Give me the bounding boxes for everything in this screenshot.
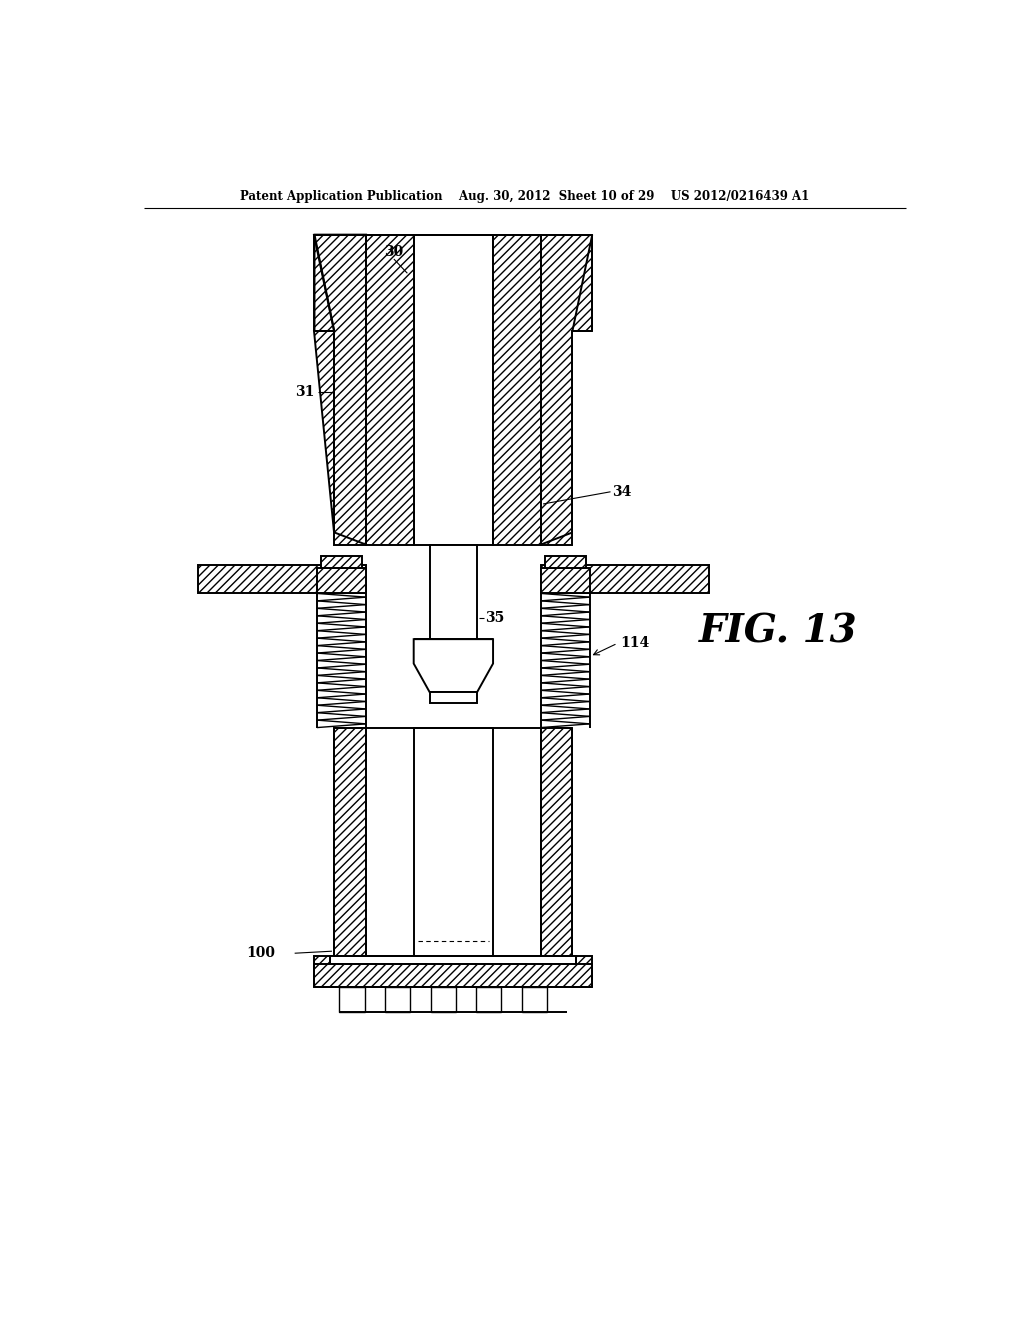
Polygon shape: [314, 235, 367, 545]
Polygon shape: [541, 727, 572, 956]
Text: 34: 34: [612, 484, 632, 499]
Bar: [430, 692, 477, 704]
Text: 114: 114: [620, 636, 649, 651]
Polygon shape: [198, 565, 367, 594]
Bar: [431, 987, 456, 1012]
Polygon shape: [367, 235, 414, 545]
Bar: [340, 987, 365, 1012]
Bar: [331, 956, 577, 965]
Text: 31: 31: [295, 385, 314, 399]
Bar: [476, 987, 501, 1012]
Polygon shape: [314, 331, 334, 532]
Text: 111: 111: [455, 822, 484, 837]
Polygon shape: [541, 565, 709, 594]
Text: 113: 113: [238, 578, 267, 593]
Polygon shape: [541, 568, 590, 594]
Text: 30: 30: [384, 246, 403, 259]
Text: FIG. 13: FIG. 13: [699, 612, 858, 649]
Polygon shape: [314, 235, 367, 545]
Text: 100: 100: [246, 946, 274, 960]
Polygon shape: [321, 556, 362, 568]
Bar: [414, 727, 493, 956]
Polygon shape: [572, 956, 592, 974]
Polygon shape: [414, 639, 494, 692]
Bar: [385, 987, 410, 1012]
Polygon shape: [316, 568, 367, 594]
Bar: [521, 987, 547, 1012]
Polygon shape: [314, 956, 334, 974]
Bar: [414, 235, 493, 545]
Polygon shape: [541, 235, 592, 545]
Polygon shape: [545, 556, 586, 568]
Bar: [430, 545, 477, 639]
Polygon shape: [334, 727, 367, 956]
Text: Patent Application Publication    Aug. 30, 2012  Sheet 10 of 29    US 2012/02164: Patent Application Publication Aug. 30, …: [241, 190, 809, 202]
Text: 35: 35: [485, 611, 505, 624]
Polygon shape: [494, 235, 541, 545]
Polygon shape: [314, 965, 592, 987]
